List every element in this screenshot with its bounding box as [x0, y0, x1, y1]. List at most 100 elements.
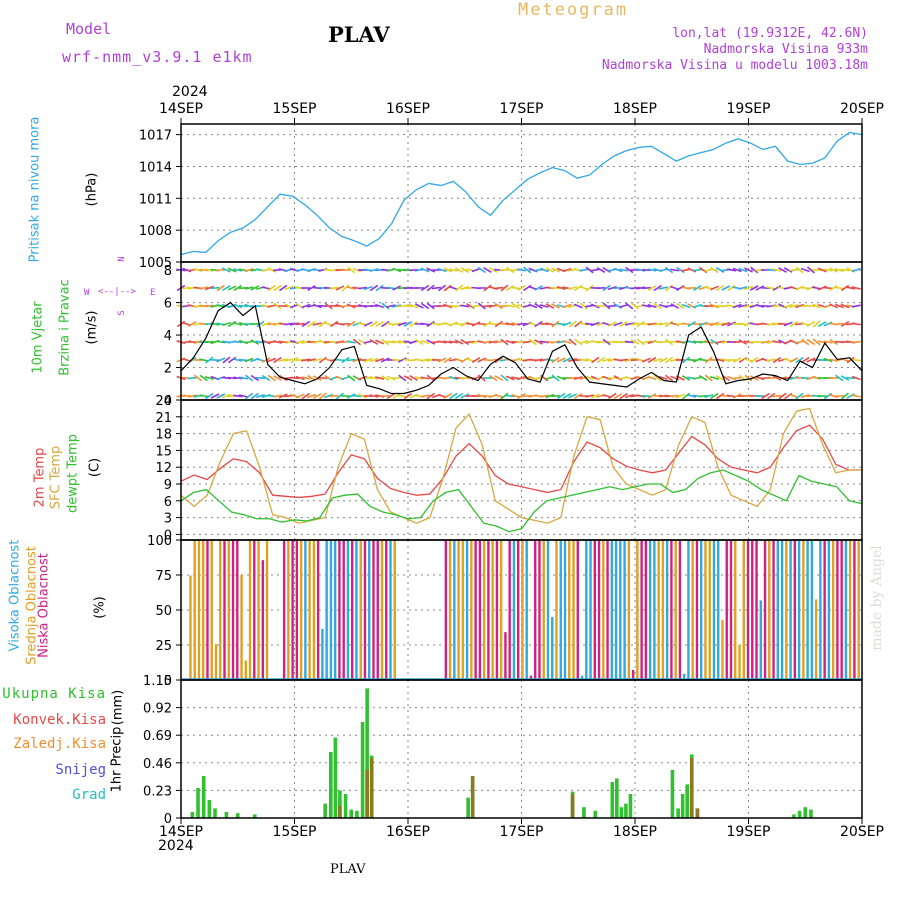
wind-arrow	[772, 356, 782, 364]
wind-arrow	[715, 266, 725, 274]
legend-total: Ukupna Kisa	[2, 686, 106, 702]
x-label-top: 17SEP	[500, 101, 544, 117]
wind-arrow	[619, 392, 628, 400]
wind-arrow	[835, 374, 844, 382]
wind-arrow	[420, 267, 430, 273]
wind-arrow	[227, 285, 237, 291]
wind-arrow	[454, 267, 464, 273]
wind-arrow	[557, 392, 566, 400]
wind-arrow	[415, 338, 424, 346]
tsfc-line	[180, 407, 862, 524]
wind-arrow	[834, 394, 844, 398]
wind-arrow	[363, 285, 373, 291]
wind-arrow	[483, 266, 492, 274]
wind-arrow	[278, 393, 288, 399]
x-label-top: 20SEP	[840, 101, 884, 117]
wind-arrow	[516, 322, 527, 326]
wind-arrow	[494, 302, 503, 310]
wind-arrow	[682, 392, 691, 400]
wind-arrow	[347, 320, 356, 328]
wind-arrow	[658, 357, 668, 363]
wind-arrow	[233, 358, 243, 362]
wind-arrow	[692, 376, 702, 380]
wind-arrow	[732, 376, 742, 380]
wind-arrow	[426, 284, 435, 292]
wind-arrow	[681, 322, 691, 326]
wind-arrow	[556, 286, 566, 290]
wind-arrow	[306, 358, 317, 362]
wind-arrow	[760, 340, 771, 344]
wind-arrow	[516, 268, 527, 272]
wind-arrow	[676, 302, 685, 310]
wind-arrow	[568, 376, 578, 380]
wind-arrow	[426, 374, 435, 382]
wind-arrow	[840, 268, 850, 272]
wind-arrow	[534, 285, 543, 291]
wind-arrow	[381, 320, 390, 328]
precip-bar-total	[338, 790, 342, 818]
y-tick-label: 0.92	[143, 702, 172, 717]
wind-arrow	[631, 302, 639, 310]
wind-arrow	[522, 340, 532, 344]
wind-arrow	[352, 357, 362, 363]
wind-arrow	[829, 303, 839, 309]
wind-arrow	[369, 268, 379, 272]
wind-arrow	[222, 267, 231, 273]
wind-arrow	[414, 303, 424, 309]
wind-arrow	[420, 284, 430, 292]
wind-arrow	[363, 357, 373, 363]
wind-arrow	[244, 357, 254, 363]
wind-arrow	[341, 375, 351, 381]
wind-arrow	[483, 284, 492, 292]
wind-arrow	[341, 322, 351, 326]
wind-arrow	[267, 304, 277, 308]
wind-arrow	[488, 322, 498, 326]
wind-arrow	[448, 285, 458, 291]
y-tick-label: 0.23	[143, 784, 172, 799]
wind-arrow	[704, 268, 714, 272]
wind-arrow	[244, 286, 254, 290]
wind-arrow	[381, 302, 390, 310]
wind-arrow	[460, 321, 470, 327]
wind-arrow	[624, 340, 634, 344]
wind-arrow	[647, 356, 657, 364]
wind-arrow	[630, 322, 640, 326]
wind-arrow	[738, 339, 748, 345]
wind-arrow	[505, 322, 515, 326]
wind-arrow	[511, 286, 521, 290]
wind-arrow	[812, 338, 821, 346]
precip-bar-total	[329, 752, 333, 818]
wind-arrow	[187, 376, 197, 380]
wind-arrow	[346, 340, 356, 344]
wind-arrow	[670, 303, 680, 309]
wind-arrow	[193, 374, 203, 382]
y-tick-label: 1005	[139, 256, 172, 271]
wind-arrow	[267, 267, 277, 273]
wind-arrow	[766, 322, 776, 326]
wind-arrow	[539, 340, 549, 344]
wind-arrow	[692, 268, 702, 272]
wind-arrow	[755, 285, 765, 291]
wind-arrow	[312, 393, 322, 399]
wind-arrow	[636, 338, 645, 346]
wind-arrow	[443, 340, 453, 344]
wind-arrow	[267, 374, 276, 382]
wind-arrow	[664, 320, 674, 328]
pressure-line	[180, 131, 863, 256]
wind-arrow	[460, 285, 470, 291]
wind-arrow	[352, 304, 362, 308]
wind-arrow	[216, 357, 226, 363]
wind-arrow	[233, 394, 243, 398]
wind-arrow	[562, 321, 572, 327]
wind-arrow	[806, 357, 816, 363]
chart-title: Meteogram	[518, 0, 629, 20]
model-label: Model	[66, 20, 112, 38]
wind-arrow	[318, 339, 328, 345]
wind-arrow	[732, 267, 742, 273]
wind-arrow	[692, 357, 702, 363]
wind-arrow	[301, 392, 311, 400]
wind-arrow	[568, 393, 578, 399]
wind-arrow	[630, 339, 640, 345]
wind-arrow	[664, 266, 674, 274]
wind-arrow	[834, 267, 844, 273]
